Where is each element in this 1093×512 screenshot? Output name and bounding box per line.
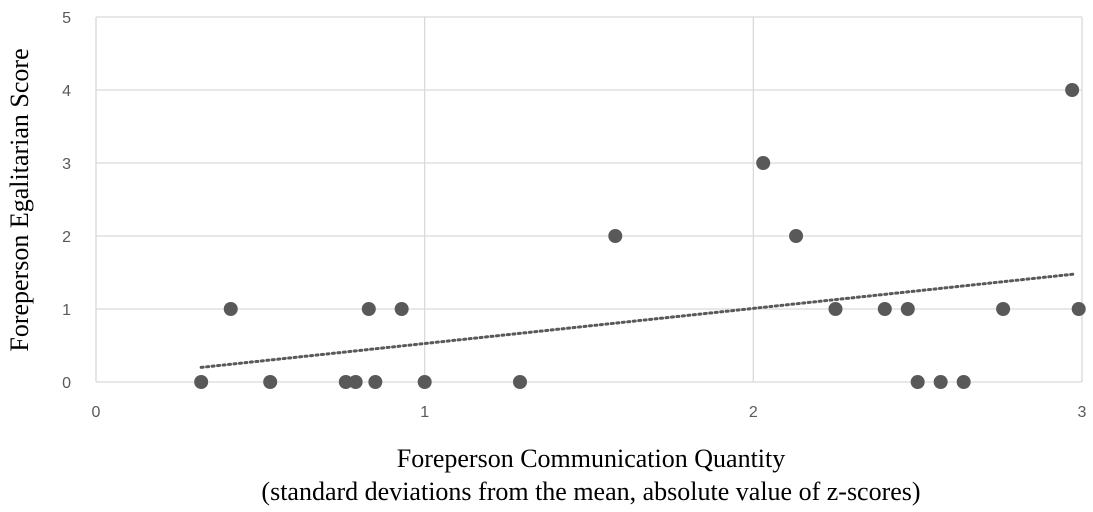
x-tick-label: 3: [1078, 404, 1087, 421]
y-axis-title: Foreperson Egalitarian Score: [5, 48, 34, 351]
data-point: [194, 375, 209, 389]
data-point: [361, 302, 376, 316]
x-axis-title: Foreperson Communication Quantity: [397, 444, 786, 473]
y-tick-labels: 0 1 2 3 4 5: [62, 10, 71, 392]
y-tick-label: 5: [62, 10, 71, 27]
data-point: [877, 302, 892, 316]
data-point: [996, 302, 1011, 316]
data-point: [1065, 83, 1080, 97]
data-point: [933, 375, 948, 389]
x-tick-label: 0: [92, 404, 101, 421]
data-point: [789, 229, 804, 243]
data-point: [394, 302, 409, 316]
trendline: [199, 272, 1077, 369]
data-point: [368, 375, 383, 389]
data-point: [263, 375, 278, 389]
data-point: [608, 229, 623, 243]
data-points: [194, 83, 1086, 389]
x-axis-subtitle: (standard deviations from the mean, abso…: [261, 477, 920, 506]
x-tick-labels: 0 1 2 3: [92, 404, 1087, 421]
x-tick-label: 2: [749, 404, 758, 421]
y-tick-label: 3: [62, 156, 71, 173]
data-point: [223, 302, 238, 316]
y-tick-label: 0: [62, 375, 71, 392]
y-tick-label: 2: [62, 229, 71, 246]
data-point: [956, 375, 971, 389]
data-point: [828, 302, 843, 316]
data-point: [338, 375, 353, 389]
y-tick-label: 4: [62, 83, 71, 100]
x-tick-label: 1: [420, 404, 429, 421]
data-point: [900, 302, 915, 316]
data-point: [348, 375, 363, 389]
data-point: [417, 375, 432, 389]
y-tick-label: 1: [62, 302, 71, 319]
data-point: [910, 375, 925, 389]
data-point: [512, 375, 527, 389]
data-point: [756, 156, 771, 170]
data-point: [1071, 302, 1086, 316]
